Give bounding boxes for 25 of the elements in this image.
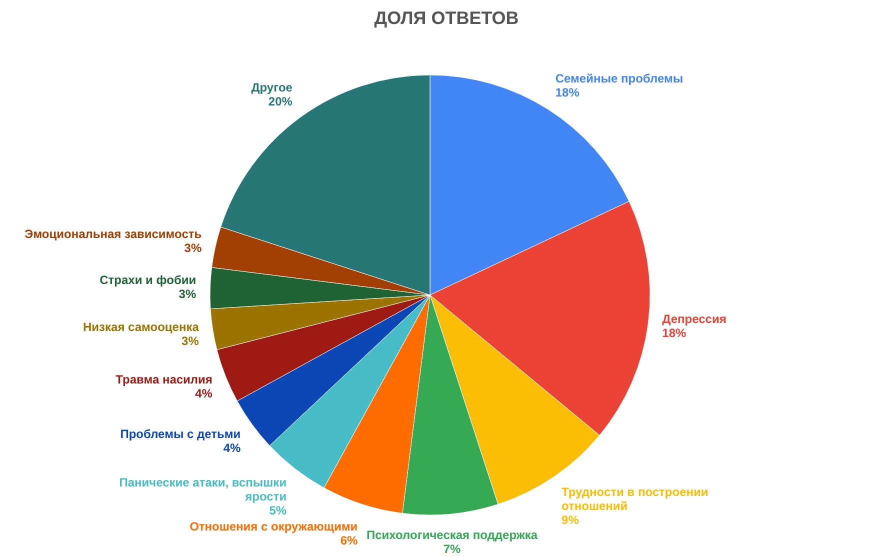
slice-label: Проблемы с детьми xyxy=(120,426,241,441)
data-label: 9% xyxy=(562,512,580,527)
data-label: 20% xyxy=(268,94,293,108)
data-label: 18% xyxy=(662,326,687,340)
data-label: 6% xyxy=(340,533,358,548)
data-label: 3% xyxy=(184,240,202,255)
data-label: 5% xyxy=(269,503,287,518)
slice-label: Панические атаки, вспышки ярости xyxy=(119,475,287,504)
chart-title: ДОЛЯ ОТВЕТОВ xyxy=(374,8,519,28)
slice-label: Травма насилия xyxy=(116,372,212,386)
slice-label: Страхи и фобии xyxy=(100,273,196,288)
slice-label: Отношения с окружающими xyxy=(190,519,358,534)
data-label: 3% xyxy=(178,287,196,302)
data-label: 3% xyxy=(182,334,200,348)
data-label: 4% xyxy=(195,386,213,400)
data-label: 7% xyxy=(443,542,462,556)
slice-label: Семейные проблемы xyxy=(555,72,684,86)
slice-label: Трудности в построении отношений xyxy=(562,484,708,513)
slice-label: Низкая самооценка xyxy=(83,320,200,334)
slice-label: Депрессия xyxy=(662,312,726,326)
data-label: 4% xyxy=(223,440,242,455)
slice-label: Другое xyxy=(251,80,293,94)
slice-label: Эмоциональная зависимость xyxy=(24,226,202,241)
slice-label: Психологическая поддержка xyxy=(366,528,538,542)
data-label: 18% xyxy=(555,86,580,100)
